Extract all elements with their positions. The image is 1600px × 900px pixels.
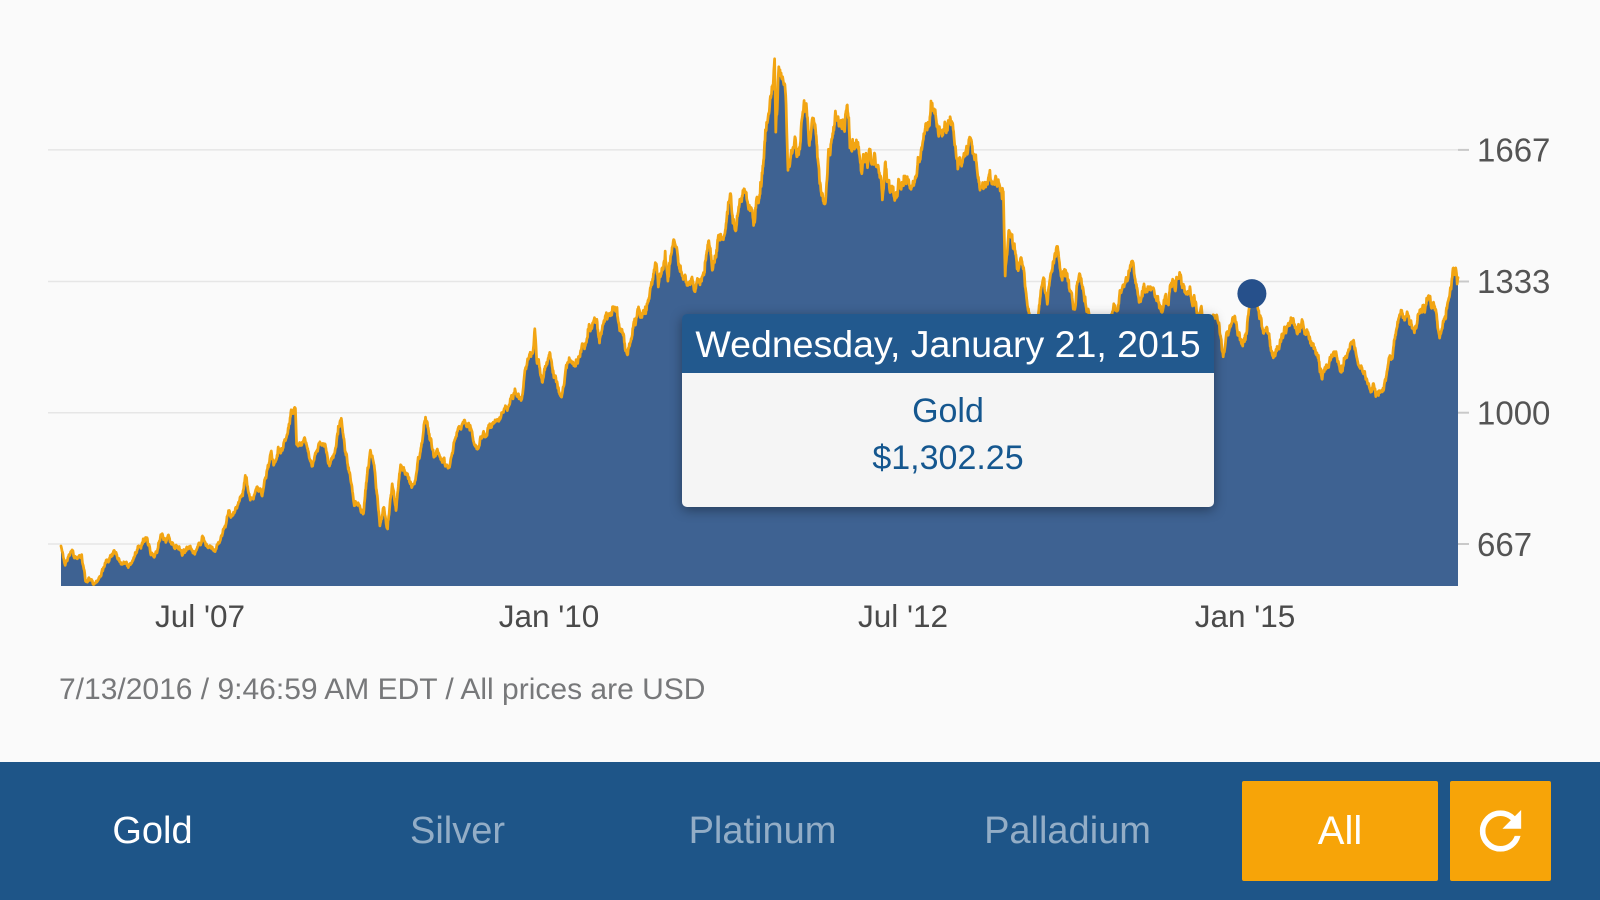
svg-text:1000: 1000 bbox=[1477, 395, 1550, 432]
svg-text:7/13/2016 / 9:46:59 AM EDT / A: 7/13/2016 / 9:46:59 AM EDT / All prices … bbox=[59, 673, 705, 706]
svg-text:1667: 1667 bbox=[1477, 132, 1550, 169]
svg-text:Jan '10: Jan '10 bbox=[499, 598, 600, 634]
svg-text:Jul '12: Jul '12 bbox=[858, 598, 948, 634]
svg-text:667: 667 bbox=[1477, 526, 1532, 563]
svg-text:1333: 1333 bbox=[1477, 263, 1550, 300]
svg-text:Jul '07: Jul '07 bbox=[155, 598, 245, 634]
svg-text:Jan '15: Jan '15 bbox=[1195, 598, 1296, 634]
